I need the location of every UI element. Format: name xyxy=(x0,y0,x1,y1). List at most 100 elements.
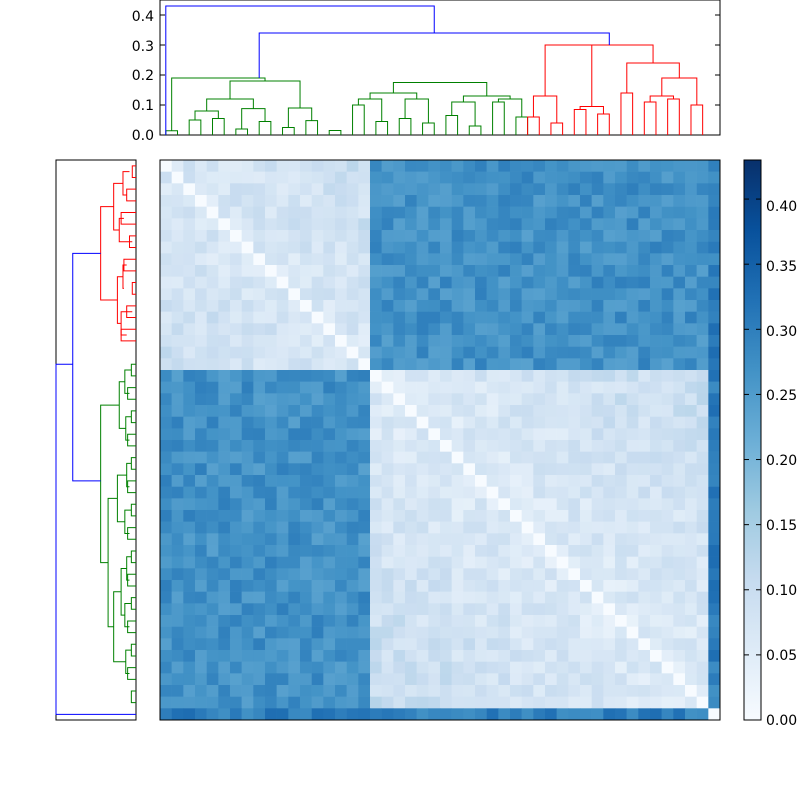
heatmap-cell xyxy=(556,183,569,196)
heatmap-cell xyxy=(696,160,709,172)
heatmap-cell xyxy=(486,276,499,289)
heatmap-cell xyxy=(393,638,406,651)
heatmap-cell xyxy=(475,393,487,406)
heatmap-cell xyxy=(673,300,686,312)
heatmap-cell xyxy=(416,440,429,452)
heatmap-cell xyxy=(615,463,627,476)
heatmap-cell xyxy=(661,510,674,522)
heatmap-cell xyxy=(568,171,581,184)
heatmap-cell xyxy=(510,428,522,441)
heatmap-cell xyxy=(673,171,686,184)
heatmap-cell xyxy=(650,230,662,242)
heatmap-cell xyxy=(358,323,371,336)
heatmap-cell xyxy=(696,510,709,522)
heatmap-cell xyxy=(183,580,196,592)
heatmap-cell xyxy=(428,708,441,721)
heatmap-cell xyxy=(556,673,569,686)
heatmap-cell xyxy=(358,230,371,242)
heatmap-cell xyxy=(253,696,266,709)
heatmap-cell xyxy=(276,160,289,172)
heatmap-cell xyxy=(288,626,301,639)
heatmap-cell xyxy=(440,451,452,464)
heatmap-cell xyxy=(230,370,242,382)
heatmap-cell xyxy=(440,521,452,534)
heatmap-cell xyxy=(580,311,592,324)
heatmap-cell xyxy=(626,381,639,394)
heatmap-cell xyxy=(381,440,394,452)
heatmap-cell xyxy=(556,440,569,452)
heatmap-cell xyxy=(498,195,511,207)
heatmap-cell xyxy=(696,650,709,662)
heatmap-cell xyxy=(288,171,301,184)
heatmap-cell xyxy=(393,311,406,324)
heatmap-cell xyxy=(241,265,254,277)
heatmap-cell xyxy=(358,428,371,441)
heatmap-cell xyxy=(370,381,382,394)
heatmap-cell xyxy=(580,276,592,289)
heatmap-cell xyxy=(661,428,674,441)
heatmap-cell xyxy=(300,661,312,674)
heatmap-cell xyxy=(160,650,172,662)
heatmap-cell xyxy=(276,650,289,662)
heatmap-cell xyxy=(171,533,184,546)
heatmap-cell xyxy=(323,346,336,359)
heatmap-cell xyxy=(463,626,476,639)
heatmap-cell xyxy=(591,183,604,196)
heatmap-cell xyxy=(463,673,476,686)
heatmap-cell xyxy=(463,276,476,289)
heatmap-cell xyxy=(206,440,219,452)
heatmap-cell xyxy=(510,300,522,312)
heatmap-cell xyxy=(615,241,627,254)
heatmap-cell xyxy=(486,335,499,347)
heatmap-cell xyxy=(160,568,172,581)
heatmap-cell xyxy=(370,405,382,417)
heatmap-cell xyxy=(498,276,511,289)
heatmap-cell xyxy=(206,428,219,441)
heatmap-cell xyxy=(335,230,347,242)
heatmap-cell xyxy=(463,498,476,511)
heatmap-cell xyxy=(323,708,336,721)
heatmap-cell xyxy=(638,206,651,219)
heatmap-cell xyxy=(265,241,277,254)
heatmap-cell xyxy=(183,335,196,347)
heatmap-cell xyxy=(276,206,289,219)
heatmap-cell xyxy=(265,195,277,207)
heatmap-cell xyxy=(533,661,546,674)
heatmap-cell xyxy=(451,708,464,721)
heatmap-cell xyxy=(696,393,709,406)
heatmap-cell xyxy=(463,708,476,721)
heatmap-cell xyxy=(603,568,616,581)
heatmap-cell xyxy=(556,603,569,616)
heatmap-cell xyxy=(265,311,277,324)
heatmap-cell xyxy=(183,603,196,616)
heatmap-cell xyxy=(218,568,231,581)
heatmap-cell xyxy=(358,370,371,382)
heatmap-cell xyxy=(556,661,569,674)
heatmap-cell xyxy=(311,556,324,569)
heatmap-cell xyxy=(510,311,522,324)
heatmap-cell xyxy=(195,265,207,277)
heatmap-cell xyxy=(381,230,394,242)
heatmap-cell xyxy=(685,615,697,627)
heatmap-cell xyxy=(440,346,452,359)
heatmap-cell xyxy=(486,580,499,592)
heatmap-cell xyxy=(195,381,207,394)
heatmap-cell xyxy=(498,580,511,592)
heatmap-cell xyxy=(568,160,581,172)
heatmap-cell xyxy=(335,556,347,569)
heatmap-cell xyxy=(358,580,371,592)
heatmap-cell xyxy=(358,486,371,499)
heatmap-cell xyxy=(335,183,347,196)
heatmap-cell xyxy=(218,230,231,242)
heatmap-cell xyxy=(276,393,289,406)
heatmap-cell xyxy=(241,276,254,289)
heatmap-cell xyxy=(346,300,359,312)
heatmap-cell xyxy=(661,253,674,266)
heatmap-cell xyxy=(510,463,522,476)
heatmap-cell xyxy=(463,451,476,464)
heatmap-cell xyxy=(673,615,686,627)
heatmap-cell xyxy=(405,498,417,511)
heatmap-cell xyxy=(370,591,382,604)
heatmap-cell xyxy=(206,498,219,511)
heatmap-cell xyxy=(510,440,522,452)
